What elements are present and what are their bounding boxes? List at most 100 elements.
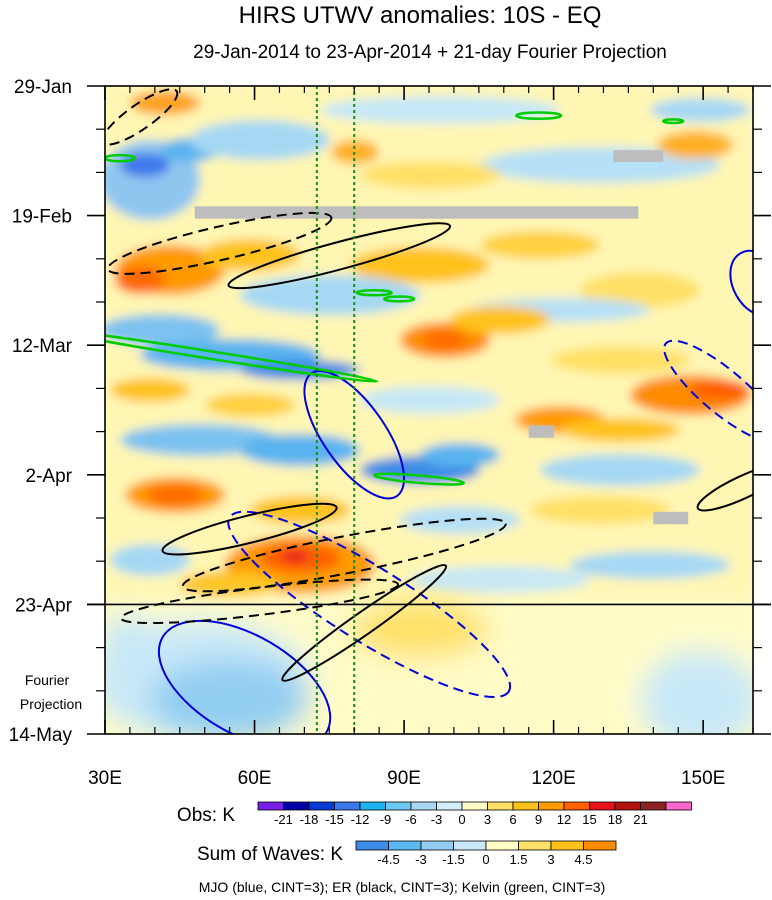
- er-contour: [105, 88, 179, 146]
- obs-blob: [240, 434, 360, 466]
- obs-blob: [450, 306, 550, 334]
- colorbar-box: [550, 840, 584, 851]
- obs-blob: [147, 485, 203, 505]
- colorbar-label: -21: [274, 812, 293, 827]
- missing-data-layer: [194, 150, 689, 525]
- obs-colorbar-title: Obs: K: [177, 805, 235, 826]
- colorbar-label: 9: [535, 812, 542, 827]
- colorbar-label: 0: [458, 812, 465, 827]
- colorbar-label: -4.5: [377, 852, 399, 867]
- obs-blob: [540, 454, 700, 486]
- er-contour: [227, 222, 452, 290]
- waves-colorbar-title: Sum of Waves: K: [197, 844, 343, 865]
- colorbar-box: [257, 801, 284, 811]
- colorbar-box: [283, 801, 310, 811]
- x-tick-label: 150E: [681, 768, 725, 789]
- mjo-contour: [157, 619, 332, 734]
- colorbar-box: [388, 840, 422, 851]
- colorbar-box: [420, 840, 454, 851]
- obs-blob: [420, 443, 500, 467]
- colorbar-box: [614, 801, 641, 811]
- obs-blob: [205, 393, 295, 417]
- mjo-contour: [227, 510, 512, 699]
- missing-data-box: [653, 511, 689, 525]
- colorbar-box: [665, 801, 692, 811]
- waves-colorbar-boxes: [355, 840, 617, 851]
- axis-ticks: 30E 60E 90E 120E 150E 29-Jan 19-Feb 12-Mar 2-Apr…: [9, 77, 771, 789]
- colorbar-box: [485, 840, 519, 851]
- projection-blob: [350, 602, 490, 658]
- obs-blob: [400, 506, 520, 534]
- obs-blob: [570, 551, 730, 579]
- waves-projection-field: [105, 602, 753, 734]
- obs-blob: [110, 378, 190, 402]
- projection-blob: [105, 615, 160, 665]
- obs-blob: [580, 272, 700, 308]
- obs-blob: [281, 550, 309, 562]
- obs-blob: [360, 161, 500, 189]
- colorbar-label: -1.5: [442, 852, 464, 867]
- missing-data-box: [194, 206, 639, 219]
- colorbar-box: [563, 801, 590, 811]
- projection-label-line1: Fourier: [25, 672, 70, 688]
- er-contour: [696, 462, 753, 512]
- obs-blob: [190, 120, 330, 160]
- colorbar-box: [589, 801, 616, 811]
- obs-blob: [105, 314, 220, 346]
- colorbar-label: 6: [509, 812, 516, 827]
- y-tick-label: 19-Feb: [12, 207, 72, 228]
- kelvin-contour: [514, 111, 563, 120]
- colorbar-box: [461, 801, 488, 811]
- plot-area: 30E 60E 90E 120E 150E 29-Jan 19-Feb 12-Mar 2-Apr…: [9, 77, 771, 789]
- er-contour: [181, 517, 507, 593]
- y-tick-label: 2-Apr: [26, 466, 73, 487]
- obs-colorbar-labels: -21 -18 -15 -12 -9 -6 -3 0 3 6 9 12 15 18 21: [274, 812, 648, 827]
- wave-legend-text: MJO (blue, CINT=3); ER (black, CINT=3); …: [199, 879, 606, 895]
- colorbar-box: [518, 840, 552, 851]
- colorbar-box: [334, 801, 361, 811]
- colorbar-box: [583, 840, 617, 851]
- y-tick-label: 14-May: [9, 725, 73, 746]
- er-contour: [281, 564, 448, 682]
- reference-lines: [315, 86, 356, 734]
- obs-blob: [690, 380, 750, 400]
- colorbar-label: -15: [325, 812, 344, 827]
- projection-label-line2: Projection: [20, 696, 82, 712]
- colorbar-box: [359, 801, 386, 811]
- obs-blob: [320, 96, 560, 124]
- colorbar-box: [487, 801, 514, 811]
- kelvin-contour: [373, 472, 465, 486]
- colorbar-label: 21: [633, 812, 647, 827]
- colorbar-label: 0: [482, 852, 489, 867]
- colorbar-box: [640, 801, 667, 811]
- colorbar-box: [385, 801, 412, 811]
- obs-blob: [360, 386, 500, 414]
- kelvin-contour: [662, 118, 685, 125]
- kelvin-contour: [105, 153, 137, 163]
- x-tick-label: 60E: [238, 768, 272, 789]
- obs-blob: [530, 496, 670, 524]
- colorbar-label: -18: [300, 812, 319, 827]
- waves-colorbar-labels: -4.5 -3 -1.5 0 1.5 3 4.5: [377, 852, 592, 867]
- obs-blob: [240, 360, 360, 380]
- chart-subtitle: 29-Jan-2014 to 23-Apr-2014 + 21-day Four…: [193, 42, 667, 63]
- x-tick-label: 30E: [88, 768, 122, 789]
- obs-blob: [550, 346, 690, 374]
- er-contour: [119, 578, 400, 625]
- colorbar-label: 4.5: [574, 852, 592, 867]
- mjo-contour: [663, 339, 753, 444]
- projection-blob: [640, 650, 753, 734]
- colorbar-label: -6: [405, 812, 417, 827]
- projection-blob: [150, 660, 310, 734]
- colorbar-label: 3: [547, 852, 554, 867]
- obs-blob: [560, 418, 680, 442]
- obs-blob: [423, 331, 467, 349]
- wave-contour-layer: [105, 88, 753, 734]
- colorbar-label: -3: [431, 812, 443, 827]
- colorbar-label: -12: [351, 812, 370, 827]
- missing-data-box: [613, 150, 664, 162]
- colorbar-box: [410, 801, 437, 811]
- obs-colorbar-boxes: [257, 801, 692, 811]
- obs-blob: [120, 424, 280, 456]
